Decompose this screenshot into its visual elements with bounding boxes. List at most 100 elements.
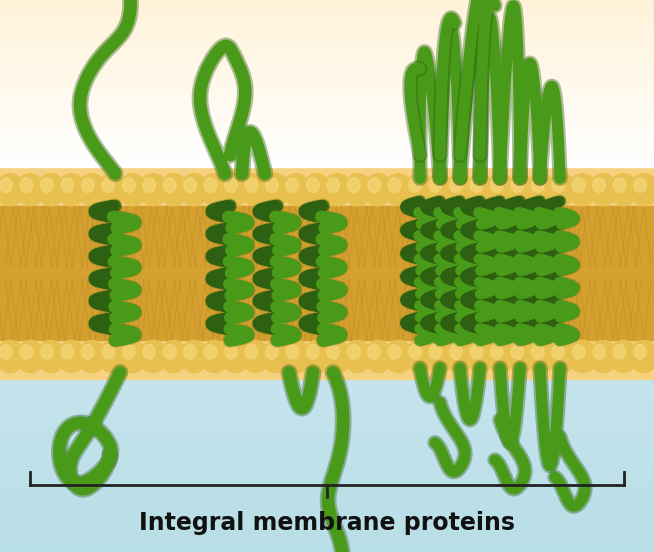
- Circle shape: [102, 178, 114, 193]
- Bar: [0, 55, 654, 57]
- Circle shape: [61, 178, 74, 193]
- Bar: [0, 298, 654, 300]
- Bar: [0, 200, 654, 203]
- Bar: [0, 469, 654, 471]
- Bar: [0, 33, 654, 35]
- Bar: [0, 440, 654, 442]
- Bar: [0, 432, 654, 434]
- Bar: [0, 127, 654, 129]
- Bar: [0, 360, 654, 363]
- Bar: [0, 13, 654, 15]
- Bar: [0, 274, 654, 276]
- Circle shape: [548, 174, 576, 206]
- Bar: [0, 83, 654, 84]
- Bar: [0, 495, 654, 497]
- Circle shape: [58, 174, 86, 206]
- Circle shape: [446, 341, 474, 373]
- Bar: [0, 460, 654, 462]
- Bar: [0, 532, 654, 534]
- Bar: [0, 397, 654, 399]
- Bar: [0, 471, 654, 473]
- Bar: [0, 515, 654, 517]
- Circle shape: [303, 341, 331, 373]
- Circle shape: [508, 341, 535, 373]
- Bar: [0, 243, 654, 245]
- Bar: [0, 454, 654, 457]
- Circle shape: [613, 344, 626, 359]
- Bar: [0, 92, 654, 94]
- Circle shape: [426, 174, 453, 206]
- Circle shape: [0, 174, 24, 206]
- Bar: [0, 371, 654, 374]
- Bar: [0, 57, 654, 59]
- Bar: [0, 269, 654, 270]
- Bar: [0, 4, 654, 6]
- Bar: [0, 385, 654, 386]
- Circle shape: [388, 178, 401, 193]
- Circle shape: [368, 344, 381, 359]
- Circle shape: [201, 174, 228, 206]
- Bar: [0, 87, 654, 88]
- Bar: [0, 186, 654, 188]
- Bar: [0, 541, 654, 543]
- Circle shape: [490, 178, 503, 193]
- Circle shape: [225, 344, 237, 359]
- Bar: [0, 445, 654, 447]
- Bar: [0, 502, 654, 504]
- Bar: [0, 181, 654, 182]
- Bar: [0, 487, 654, 490]
- Circle shape: [139, 174, 167, 206]
- Bar: [0, 457, 654, 458]
- Bar: [0, 429, 654, 431]
- Bar: [0, 330, 654, 331]
- Circle shape: [634, 344, 646, 359]
- Bar: [0, 116, 654, 118]
- Bar: [0, 109, 654, 110]
- Bar: [0, 15, 654, 17]
- Circle shape: [0, 344, 12, 359]
- Circle shape: [164, 178, 176, 193]
- Circle shape: [16, 341, 44, 373]
- Circle shape: [385, 174, 413, 206]
- Bar: [0, 226, 654, 228]
- Bar: [0, 204, 654, 206]
- Bar: [0, 315, 654, 316]
- Bar: [0, 51, 654, 54]
- Bar: [0, 377, 654, 379]
- Bar: [0, 54, 654, 55]
- Bar: [0, 401, 654, 403]
- Circle shape: [490, 344, 503, 359]
- Bar: [0, 348, 654, 349]
- Circle shape: [385, 341, 413, 373]
- Circle shape: [221, 174, 249, 206]
- Bar: [0, 394, 654, 396]
- Bar: [0, 309, 654, 311]
- Bar: [0, 7, 654, 9]
- Bar: [0, 319, 654, 320]
- Bar: [0, 99, 654, 101]
- Bar: [0, 241, 654, 243]
- Circle shape: [0, 341, 24, 373]
- Bar: [0, 256, 654, 258]
- Bar: [0, 418, 654, 420]
- Bar: [0, 72, 654, 73]
- Bar: [0, 359, 654, 360]
- Bar: [0, 265, 654, 267]
- Bar: [0, 405, 654, 407]
- Circle shape: [241, 341, 269, 373]
- Bar: [0, 305, 654, 307]
- Circle shape: [405, 341, 433, 373]
- Circle shape: [266, 178, 278, 193]
- Bar: [0, 535, 654, 537]
- Bar: [0, 211, 654, 214]
- Bar: [0, 217, 654, 219]
- Circle shape: [470, 344, 483, 359]
- Bar: [0, 545, 654, 546]
- Bar: [0, 2, 654, 4]
- Circle shape: [450, 178, 462, 193]
- Bar: [0, 88, 654, 90]
- Circle shape: [344, 341, 371, 373]
- Circle shape: [487, 174, 515, 206]
- Circle shape: [630, 174, 654, 206]
- Bar: [0, 193, 654, 195]
